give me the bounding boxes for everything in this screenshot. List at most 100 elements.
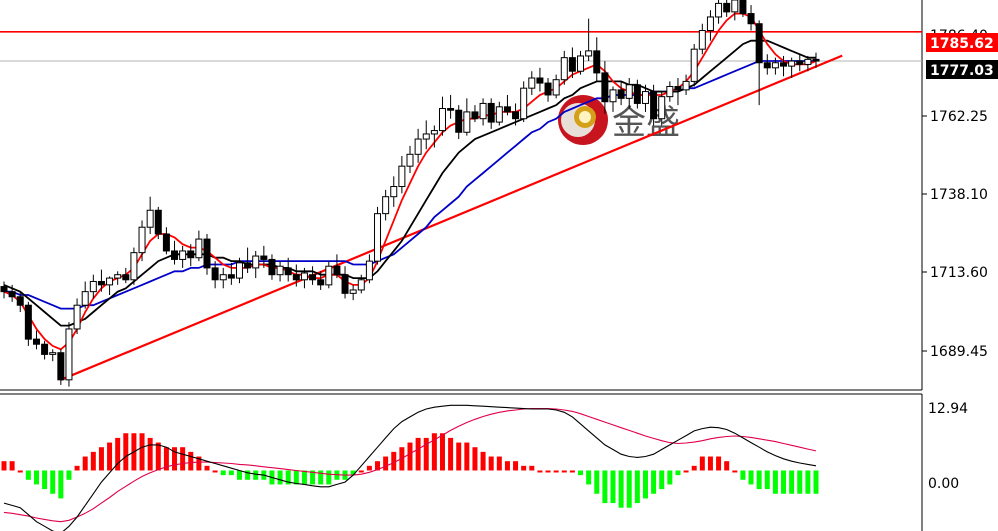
candle <box>601 72 609 103</box>
candle <box>349 289 357 294</box>
histogram-bar <box>253 470 259 480</box>
candle <box>122 274 130 281</box>
histogram-bar <box>228 470 234 476</box>
candle <box>235 262 243 279</box>
oscillator-axis: 12.94 0.00 <box>928 401 968 492</box>
candle <box>682 80 690 91</box>
candle <box>333 265 341 276</box>
histogram-bar <box>683 470 689 473</box>
histogram-bar <box>220 470 226 476</box>
histogram-bar <box>155 442 161 471</box>
histogram-bar <box>642 470 648 499</box>
histogram-bar <box>74 465 80 471</box>
histogram-bar <box>293 470 299 485</box>
candle <box>788 60 796 67</box>
histogram-bar <box>472 447 478 471</box>
candle <box>544 82 552 96</box>
histogram-bar <box>561 470 567 473</box>
candle <box>585 50 593 57</box>
candle <box>81 291 89 306</box>
histogram-bar <box>180 447 186 471</box>
candle <box>715 2 723 18</box>
candle <box>65 328 73 381</box>
histogram-bar <box>724 461 730 471</box>
candle <box>219 274 227 281</box>
candle <box>447 108 455 111</box>
histogram-bar <box>464 442 470 471</box>
histogram-bar <box>740 470 746 480</box>
histogram-bar <box>496 456 502 471</box>
histogram-bar <box>318 470 324 485</box>
candle <box>24 304 32 340</box>
candle <box>463 111 471 133</box>
candle <box>106 277 114 286</box>
candle <box>617 89 625 99</box>
histogram-bar <box>529 465 535 471</box>
candle <box>422 133 430 140</box>
candle <box>698 30 706 50</box>
histogram-bar <box>423 437 429 471</box>
histogram-bar <box>415 437 421 471</box>
candle <box>195 238 203 259</box>
candle <box>300 272 308 281</box>
candle <box>455 109 463 133</box>
candle <box>487 102 495 123</box>
histogram-bar <box>716 456 722 471</box>
y-tick-osc: 12.94 <box>928 401 968 417</box>
histogram-bar <box>326 470 332 485</box>
histogram-bar <box>659 470 665 490</box>
candle <box>16 296 24 306</box>
histogram-bar <box>163 447 169 471</box>
candle <box>146 209 154 228</box>
histogram-bar <box>358 470 364 473</box>
y-tick: 1738.10 <box>930 187 988 203</box>
histogram-bar <box>172 447 178 471</box>
histogram-bar <box>107 442 113 471</box>
histogram-bar <box>756 470 762 490</box>
histogram-bar <box>480 451 486 471</box>
histogram-bar <box>196 456 202 471</box>
price-series-layer <box>0 0 922 387</box>
histogram-bar <box>626 470 632 508</box>
candle <box>276 265 284 276</box>
histogram-bar <box>245 470 251 480</box>
candle <box>495 106 503 123</box>
histogram-bar <box>651 470 657 494</box>
histogram-bar <box>781 470 787 494</box>
histogram-bar <box>366 465 372 471</box>
candle <box>674 85 682 91</box>
histogram-bar <box>285 470 291 485</box>
histogram-bar <box>521 465 527 471</box>
candle <box>609 89 617 103</box>
macd-line <box>3 404 817 531</box>
candle <box>89 280 97 293</box>
histogram-bar <box>545 470 551 473</box>
histogram-bar <box>115 437 121 471</box>
histogram-bar <box>504 461 510 471</box>
candle <box>593 50 601 74</box>
candle <box>528 77 536 89</box>
histogram-bar <box>310 470 316 485</box>
price-level-box-black: 1777.03 <box>926 60 998 79</box>
candle <box>536 77 544 84</box>
histogram-bar <box>569 470 575 473</box>
histogram-bar <box>789 470 795 494</box>
histogram-bar <box>58 470 64 499</box>
candle <box>57 352 65 381</box>
candle <box>568 57 576 72</box>
histogram-bar <box>691 465 697 471</box>
histogram-bar <box>513 461 519 471</box>
ma-line-black <box>3 39 816 327</box>
candle <box>114 274 122 279</box>
candle <box>650 91 658 120</box>
histogram-bar <box>805 470 811 494</box>
price-panel <box>0 0 923 391</box>
candle <box>252 255 260 269</box>
candle <box>560 57 568 81</box>
histogram-bar <box>147 437 153 471</box>
histogram-bar <box>594 470 600 494</box>
histogram-bar <box>139 433 145 471</box>
candle <box>260 255 268 260</box>
candle <box>512 111 520 120</box>
candle <box>430 130 438 135</box>
